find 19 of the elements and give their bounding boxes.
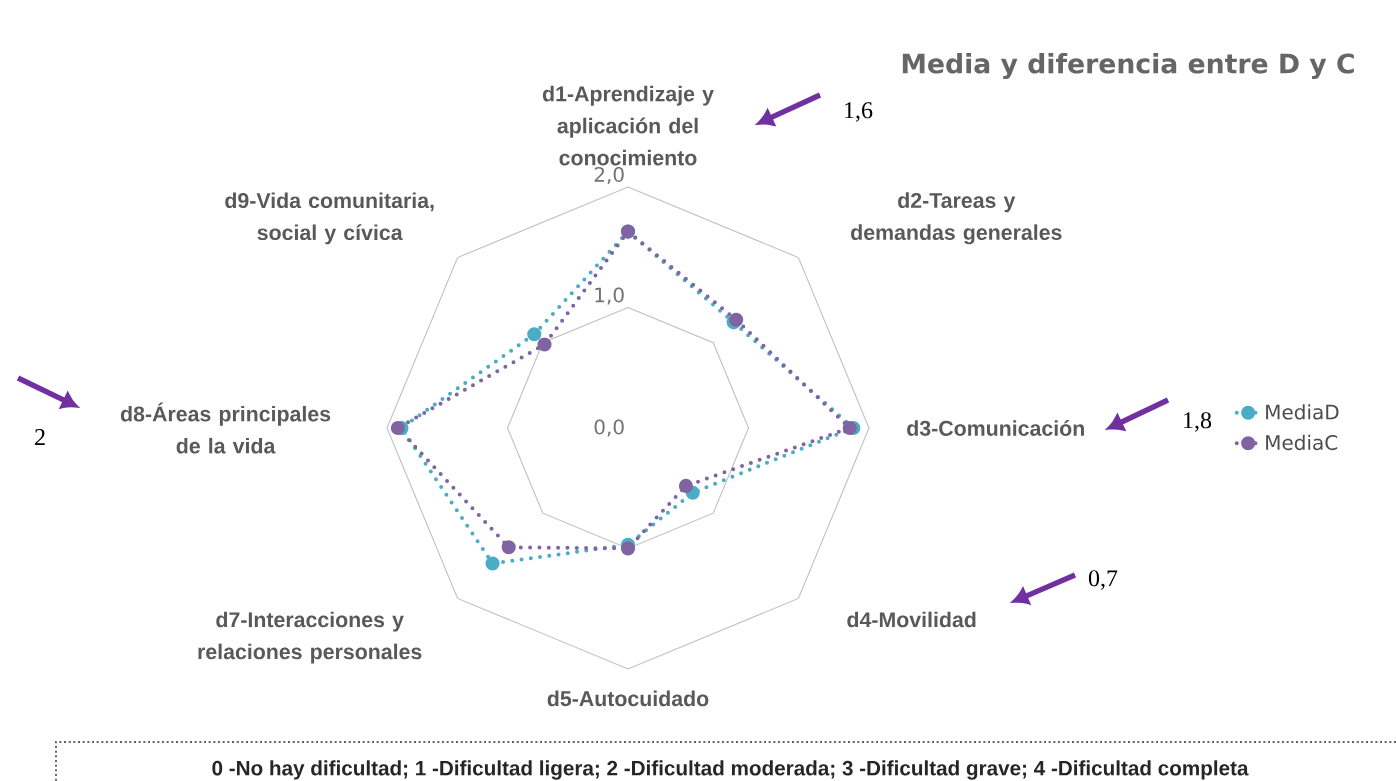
spoke-label: d4-Movilidad (847, 611, 976, 628)
legend-label: MediaC (1266, 434, 1338, 451)
y-tick-label: 0,0 (594, 419, 624, 437)
spoke-label: d7-Interacciones y relaciones personales (198, 611, 422, 664)
text: 1,8 (1184, 412, 1212, 432)
spoke-label: d3-Comunicación (907, 420, 1084, 436)
spoke-label: d2-Tareas y demandas generales (851, 192, 1062, 245)
spoke-label: d9-Vida comunitaria, social y cívica (225, 192, 434, 245)
chart-title: Media y diferencia entre D y C (902, 52, 1354, 79)
text: 0,7 (1088, 570, 1118, 590)
text: 0 -No hay dificultad; 1 -Dificultad ligera; 2 -Dificultad moderada; 3 -Dificultad grave; 4 -Dificultad completa (212, 760, 1249, 780)
text: 2 (35, 429, 45, 445)
legend-label: MediaD (1266, 404, 1339, 420)
y-tick-label: 2,0 (594, 166, 624, 185)
spoke-label: d1-Aprendizaje y aplicación del conocimiento (542, 85, 714, 166)
spoke-label: d5-Autocuidado (547, 690, 709, 707)
spoke-label: d8-Áreas principales de la vida (120, 402, 331, 454)
y-tick-label: 1,0 (595, 287, 624, 305)
text: 1,6 (845, 102, 873, 122)
